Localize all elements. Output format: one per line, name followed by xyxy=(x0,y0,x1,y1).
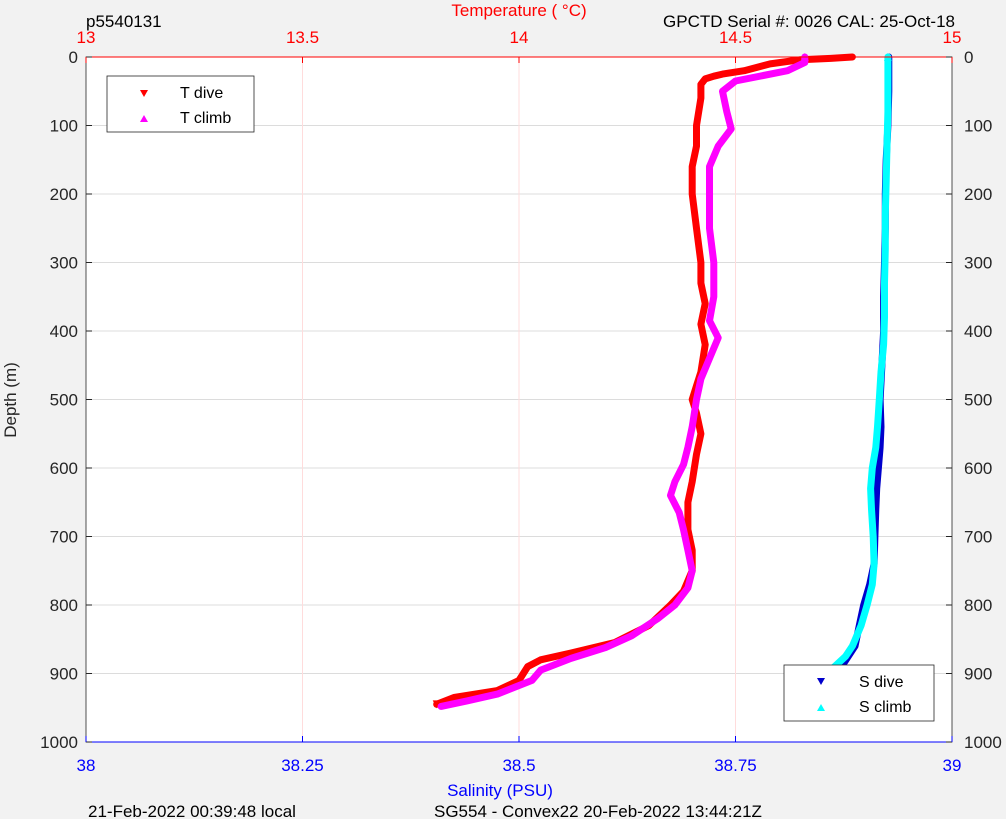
depth-tick-label-right: 900 xyxy=(964,665,992,684)
depth-tick-label-left: 500 xyxy=(50,391,78,410)
depth-tick-label-left: 900 xyxy=(50,665,78,684)
temperature-tick-label: 13.5 xyxy=(286,28,319,47)
salinity-tick-label: 39 xyxy=(943,756,962,775)
temperature-legend-box xyxy=(106,75,255,133)
t-dive-end-marker xyxy=(432,700,441,709)
t-climb-line xyxy=(437,53,809,710)
series-layer xyxy=(432,53,893,712)
t-dive-legend-label: T dive xyxy=(180,85,223,102)
salinity-axis-label: Salinity (PSU) xyxy=(447,781,553,800)
salinity-tick-label: 38.75 xyxy=(714,756,757,775)
depth-tick-label-left: 200 xyxy=(50,185,78,204)
depth-tick-label-right: 100 xyxy=(964,117,992,136)
axis-ticks: 0 0 100 100 200 200 300 300 400 400 500 500 600 600 70… xyxy=(40,28,1002,775)
depth-tick-label-right: 200 xyxy=(964,185,992,204)
t-climb-legend-label: T climb xyxy=(180,110,231,127)
depth-tick-label-left: 600 xyxy=(50,459,78,478)
temperature-tick-label: 14 xyxy=(510,28,529,47)
depth-tick-label-left: 0 xyxy=(69,48,78,67)
salinity-tick-label: 38.5 xyxy=(502,756,535,775)
sensor-info: GPCTD Serial #: 0026 CAL: 25-Oct-18 xyxy=(663,12,955,31)
depth-tick-label-right: 500 xyxy=(964,391,992,410)
depth-tick-label-left: 800 xyxy=(50,596,78,615)
t-dive-legend-marker xyxy=(140,90,148,97)
mission-info: SG554 - Convex22 20-Feb-2022 13:44:21Z xyxy=(434,802,762,819)
temperature-axis-label: Temperature ( °C) xyxy=(451,1,586,20)
depth-tick-label-right: 400 xyxy=(964,322,992,341)
depth-tick-label-left: 1000 xyxy=(40,733,78,752)
local-time: 21-Feb-2022 00:39:48 local xyxy=(88,802,296,819)
depth-tick-label-right: 700 xyxy=(964,528,992,547)
salinity-legend: S dive S climb xyxy=(783,664,935,722)
depth-tick-label-right: 300 xyxy=(964,254,992,273)
salinity-legend-box xyxy=(783,664,935,722)
temperature-tick-label: 14.5 xyxy=(719,28,752,47)
depth-tick-label-left: 400 xyxy=(50,322,78,341)
s-climb-legend-marker xyxy=(817,704,825,711)
depth-tick-label-right: 0 xyxy=(964,48,973,67)
depth-tick-label-left: 100 xyxy=(50,117,78,136)
temperature-tick-label: 13 xyxy=(77,28,96,47)
depth-tick-label-right: 600 xyxy=(964,459,992,478)
depth-tick-label-left: 300 xyxy=(50,254,78,273)
profile-id: p5540131 xyxy=(86,12,162,31)
depth-axis-label: Depth (m) xyxy=(1,362,20,438)
grid xyxy=(86,57,952,742)
salinity-tick-label: 38 xyxy=(77,756,96,775)
depth-tick-label-right: 1000 xyxy=(964,733,1002,752)
depth-tick-label-right: 800 xyxy=(964,596,992,615)
s-dive-legend-label: S dive xyxy=(859,674,904,691)
s-climb-legend-label: S climb xyxy=(859,699,912,716)
s-dive-legend-marker xyxy=(817,678,825,685)
s-climb-line xyxy=(808,53,892,712)
temperature-legend: T dive T climb xyxy=(106,75,255,133)
depth-tick-label-left: 700 xyxy=(50,528,78,547)
temperature-tick-label: 15 xyxy=(943,28,962,47)
t-climb-legend-marker xyxy=(140,115,148,122)
salinity-tick-label: 38.25 xyxy=(281,756,324,775)
